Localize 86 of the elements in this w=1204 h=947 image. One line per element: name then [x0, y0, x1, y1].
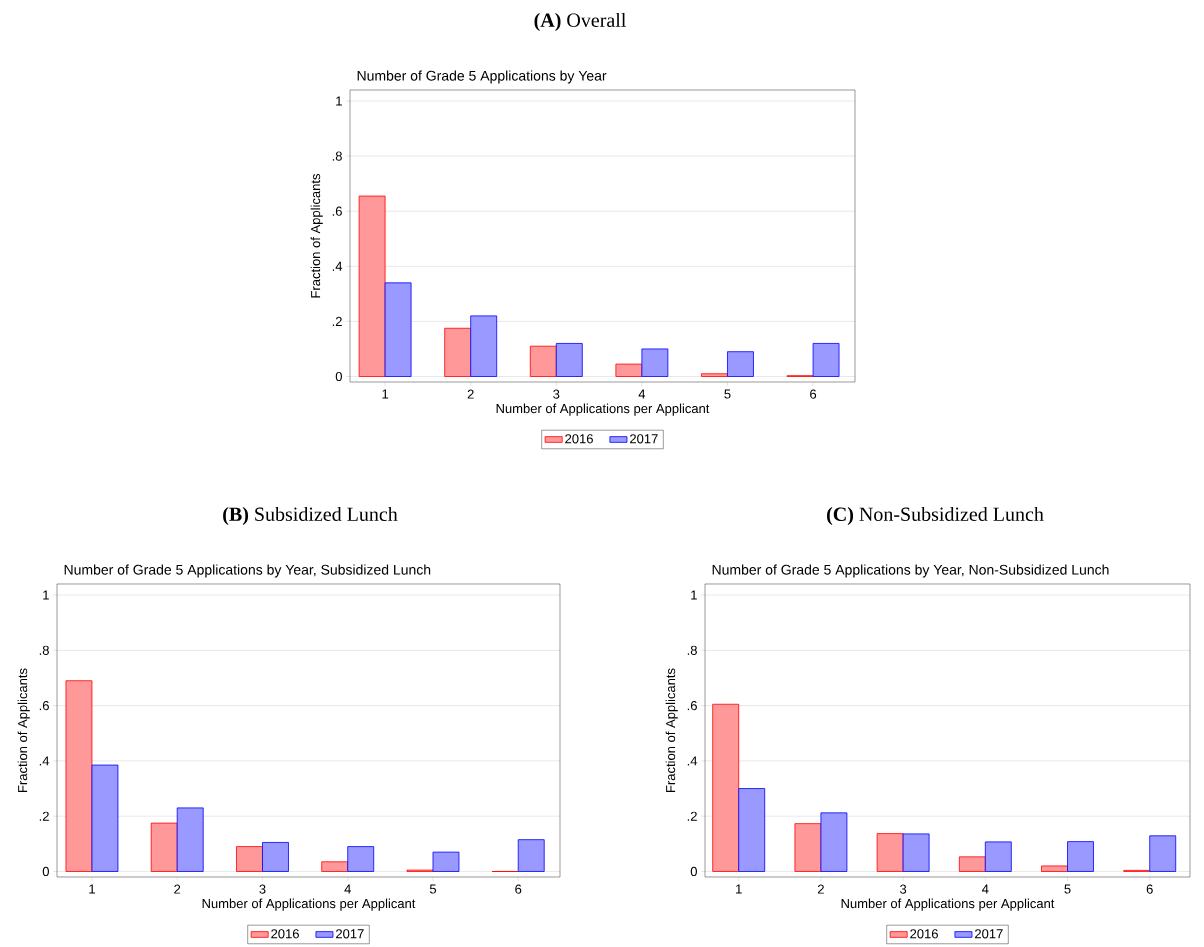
legend-label: 2016 — [910, 929, 938, 939]
bar — [712, 703, 740, 872]
x-tick-label: 3 — [553, 389, 560, 399]
bar — [262, 842, 289, 872]
bar — [555, 343, 583, 377]
x-tick-label: 6 — [810, 389, 817, 399]
y-tick-label: 1 — [43, 590, 49, 600]
x-tick-label: 2 — [467, 389, 474, 399]
legend-label: 2017 — [630, 434, 658, 444]
bar — [812, 343, 840, 377]
bar — [794, 823, 822, 872]
y-tick-label: 0 — [335, 371, 342, 382]
y-tick-label: .4 — [39, 756, 50, 766]
y-axis-title: Fraction of Applicants — [310, 173, 323, 298]
y-tick-label: 1 — [336, 96, 342, 106]
bar — [384, 282, 412, 377]
x-tick-label: 4 — [982, 884, 989, 894]
bar — [902, 833, 930, 872]
y-tick-label: 0 — [690, 866, 697, 877]
bar — [358, 195, 386, 377]
y-tick-label: 1 — [691, 590, 697, 600]
legend-label: 2016 — [271, 929, 299, 939]
bar — [876, 833, 904, 872]
y-tick-label: .6 — [39, 701, 49, 711]
bar — [738, 788, 766, 872]
bar — [347, 846, 375, 872]
y-tick-label: .8 — [39, 645, 49, 655]
bar — [1149, 835, 1177, 872]
y-tick-label: .8 — [332, 151, 342, 161]
x-tick-label: 6 — [515, 884, 522, 894]
bar — [820, 812, 848, 872]
bar — [1041, 865, 1068, 872]
y-axis-title: Fraction of Applicants — [665, 668, 678, 792]
bar — [958, 856, 986, 872]
x-tick-label: 4 — [344, 884, 351, 894]
bar — [529, 345, 557, 377]
x-tick-label: 2 — [817, 884, 824, 894]
bar — [1067, 841, 1094, 872]
x-tick-label: 5 — [724, 389, 731, 399]
bar — [444, 327, 472, 377]
bar — [701, 373, 728, 377]
y-tick-label: .4 — [332, 261, 343, 271]
x-tick-label: 6 — [1146, 884, 1153, 894]
bar — [432, 851, 460, 872]
chart-title: (B) Subsidized Lunch — [223, 506, 398, 526]
y-tick-label: 0 — [42, 866, 49, 877]
bar — [641, 348, 669, 377]
y-tick-label: .6 — [687, 701, 697, 711]
y-tick-label: .8 — [687, 645, 697, 655]
x-axis-title: Number of Applications per Applicant — [841, 898, 1055, 911]
bar — [150, 822, 178, 872]
bar — [470, 315, 498, 377]
x-tick-label: 5 — [1064, 884, 1071, 894]
bar — [65, 680, 93, 872]
bar — [615, 363, 643, 377]
x-axis-title: Number of Applications per Applicant — [202, 898, 416, 911]
chart-subtitle: Number of Grade 5 Applications by Year — [357, 70, 607, 84]
bar — [236, 846, 263, 872]
chart-subtitle: Number of Grade 5 Applications by Year, Non-Subsidized Lunch — [712, 564, 1109, 578]
x-tick-label: 3 — [900, 884, 907, 894]
legend-label: 2017 — [975, 929, 1003, 939]
bar — [321, 861, 349, 872]
y-tick-label: .2 — [687, 811, 697, 821]
y-tick-label: .6 — [332, 206, 342, 216]
y-axis-title: Fraction of Applicants — [17, 668, 30, 792]
legend-label: 2016 — [565, 434, 593, 444]
chart-title: (A) Overall — [534, 12, 626, 32]
x-tick-label: 3 — [259, 884, 266, 894]
x-tick-label: 1 — [89, 884, 95, 894]
y-tick-label: .2 — [39, 811, 49, 821]
x-tick-label: 4 — [638, 389, 646, 399]
chart-title: (C) Non-Subsidized Lunch — [827, 506, 1044, 526]
x-tick-label: 2 — [174, 884, 181, 894]
y-tick-label: .2 — [332, 316, 342, 326]
x-tick-label: 1 — [382, 389, 389, 399]
legend-label: 2017 — [336, 929, 364, 939]
bar — [176, 807, 204, 872]
bar — [984, 841, 1012, 872]
x-tick-label: 1 — [736, 884, 742, 894]
bar — [727, 351, 754, 377]
x-axis-title: Number of Applications per Applicant — [496, 403, 710, 416]
y-tick-label: .4 — [687, 756, 698, 766]
bar — [517, 839, 545, 872]
bar — [91, 764, 119, 872]
chart-subtitle: Number of Grade 5 Applications by Year, Subsidized Lunch — [64, 564, 431, 578]
x-tick-label: 5 — [429, 884, 437, 894]
